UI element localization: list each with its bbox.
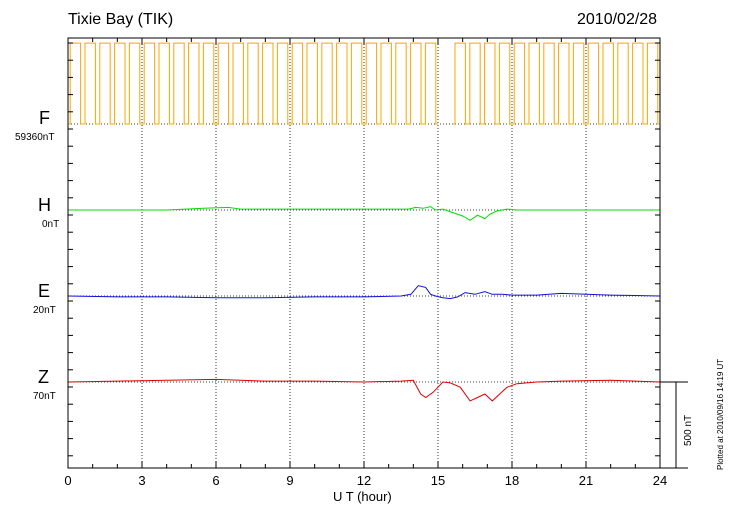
x-axis-label: U T (hour) [333,489,392,504]
series-line-h [68,206,660,221]
gridlines [68,38,660,468]
series-label-h: H [38,195,51,215]
x-tick-label: 12 [357,473,371,488]
x-tick-label: 18 [505,473,519,488]
x-tick-label: 15 [431,473,445,488]
x-tick-label: 6 [212,473,219,488]
scale-bar-label: 500 nT [683,414,694,446]
x-tick-label: 24 [653,473,667,488]
x-tick-label: 0 [64,473,71,488]
scale-bar [660,381,688,469]
series-baseline-f: 59360nT [15,132,55,143]
plot-frame [67,37,661,469]
x-tick-label: 21 [579,473,593,488]
x-tick-label: 3 [138,473,145,488]
series-line-e [67,285,661,300]
plotted-timestamp: Plotted at 2010/09/16 14:19 UT [716,358,725,470]
series-label-e: E [38,281,51,301]
series-traces [67,42,661,402]
series-label-z: Z [38,367,49,387]
series-line-f [68,42,660,125]
date-title: 2010/02/28 [577,11,658,28]
x-tick-label: 9 [286,473,293,488]
series-baseline-e: 20nT [33,305,56,316]
series-baseline-h: 0nT [42,219,60,230]
series-line-z [67,378,661,402]
series-baseline-z: 70nT [33,391,56,402]
axis-ticks: 0 3 6 9 12 15 18 21 24 [64,38,667,488]
station-title: Tixie Bay (TIK) [68,11,174,28]
series-label-f: F [39,108,50,128]
